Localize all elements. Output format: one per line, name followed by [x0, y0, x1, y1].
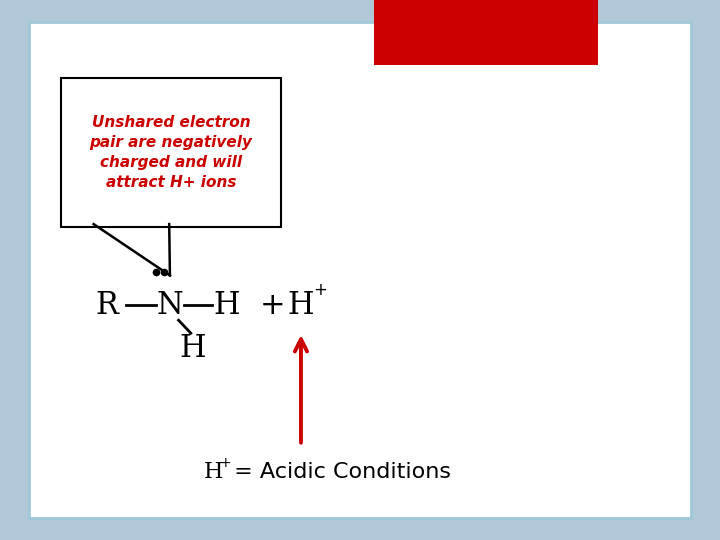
Text: H: H: [288, 289, 314, 321]
FancyBboxPatch shape: [61, 78, 281, 227]
Text: +: +: [313, 281, 328, 299]
Text: R: R: [95, 289, 118, 321]
Text: H: H: [180, 333, 206, 364]
Text: +: +: [220, 456, 231, 470]
Text: N: N: [156, 289, 184, 321]
Text: H: H: [214, 289, 240, 321]
Text: H: H: [204, 462, 223, 483]
Text: +: +: [259, 291, 285, 320]
Text: = Acidic Conditions: = Acidic Conditions: [227, 462, 451, 483]
Text: Unshared electron
pair are negatively
charged and will
attract H+ ions: Unshared electron pair are negatively ch…: [89, 116, 253, 190]
